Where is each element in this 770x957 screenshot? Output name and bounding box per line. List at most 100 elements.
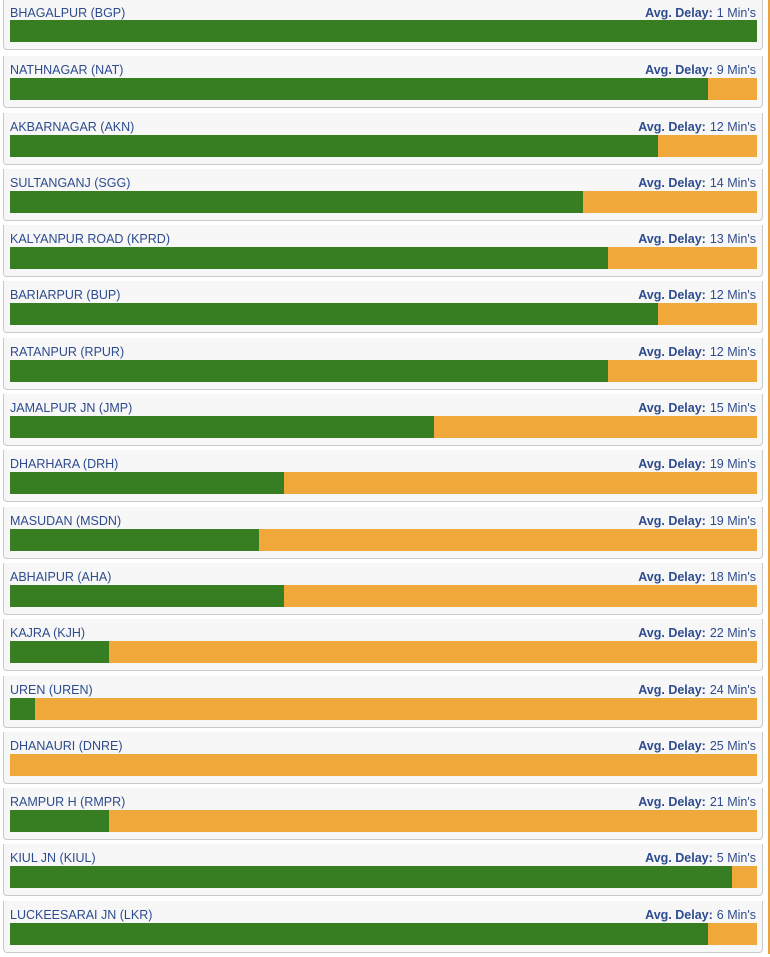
station-row: NATHNAGAR (NAT) Avg. Delay: 9 Min's (3, 56, 763, 109)
avg-delay-label: Avg. Delay: (638, 513, 706, 528)
delay-progress-bar (10, 866, 757, 889)
station-header: SULTANGANJ (SGG) Avg. Delay: 14 Min's (10, 175, 756, 191)
avg-delay: Avg. Delay: 5 Min's (645, 851, 756, 865)
avg-delay-value: 18 Min's (709, 569, 756, 584)
on-time-fill (10, 359, 608, 382)
avg-delay-value: 12 Min's (709, 119, 756, 134)
delay-progress-bar (10, 528, 757, 551)
on-time-fill (10, 190, 583, 213)
station-row: JAMALPUR JN (JMP) Avg. Delay: 15 Min's (3, 394, 763, 447)
station-header: KALYANPUR ROAD (KPRD) Avg. Delay: 13 Min… (10, 231, 756, 247)
on-time-fill (10, 584, 285, 607)
delay-progress-bar (10, 472, 757, 495)
avg-delay: Avg. Delay: 12 Min's (638, 288, 756, 302)
station-name: DHARHARA (DRH) (10, 457, 119, 472)
station-name: BHAGALPUR (BGP) (10, 6, 126, 20)
station-header: AKBARNAGAR (AKN) Avg. Delay: 12 Min's (10, 119, 756, 135)
avg-delay: Avg. Delay: 14 Min's (638, 176, 756, 190)
avg-delay-value: 6 Min's (716, 907, 756, 922)
station-name: MASUDAN (MSDN) (10, 513, 122, 528)
station-name: BARIARPUR (BUP) (10, 288, 121, 303)
station-header: RAMPUR H (RMPR) Avg. Delay: 21 Min's (10, 794, 756, 810)
station-name: RATANPUR (RPUR) (10, 344, 125, 359)
on-time-fill (10, 78, 708, 101)
avg-delay-label: Avg. Delay: (638, 232, 706, 247)
on-time-fill (10, 641, 110, 664)
avg-delay-value: 25 Min's (709, 738, 756, 753)
avg-delay-value: 12 Min's (709, 288, 756, 303)
on-time-fill (10, 472, 285, 495)
station-row: DHARHARA (DRH) Avg. Delay: 19 Min's (3, 450, 763, 503)
avg-delay: Avg. Delay: 18 Min's (638, 570, 756, 584)
delay-progress-bar (10, 20, 757, 42)
delay-progress-bar (10, 697, 757, 720)
station-header: NATHNAGAR (NAT) Avg. Delay: 9 Min's (10, 62, 756, 78)
avg-delay-label: Avg. Delay: (645, 907, 713, 922)
delay-progress-bar (10, 416, 757, 439)
station-row: BARIARPUR (BUP) Avg. Delay: 12 Min's (3, 281, 763, 334)
avg-delay: Avg. Delay: 19 Min's (638, 514, 756, 528)
avg-delay-label: Avg. Delay: (645, 6, 713, 20)
avg-delay: Avg. Delay: 1 Min's (645, 6, 756, 20)
station-row: SULTANGANJ (SGG) Avg. Delay: 14 Min's (3, 168, 763, 221)
station-header: DHARHARA (DRH) Avg. Delay: 19 Min's (10, 456, 756, 472)
avg-delay-value: 14 Min's (709, 175, 756, 190)
on-time-fill (10, 134, 658, 157)
avg-delay: Avg. Delay: 21 Min's (638, 795, 756, 809)
station-name: KAJRA (KJH) (10, 626, 86, 641)
station-header: LUCKEESARAI JN (LKR) Avg. Delay: 6 Min's (10, 907, 756, 923)
avg-delay-value: 13 Min's (709, 232, 756, 247)
on-time-fill (10, 247, 608, 270)
station-name: AKBARNAGAR (AKN) (10, 119, 135, 134)
station-row: KALYANPUR ROAD (KPRD) Avg. Delay: 13 Min… (3, 225, 763, 278)
station-name: RAMPUR H (RMPR) (10, 795, 126, 810)
delay-progress-bar (10, 810, 757, 833)
station-row: KAJRA (KJH) Avg. Delay: 22 Min's (3, 619, 763, 672)
station-row: RATANPUR (RPUR) Avg. Delay: 12 Min's (3, 337, 763, 390)
avg-delay-label: Avg. Delay: (638, 288, 706, 303)
station-header: BHAGALPUR (BGP) Avg. Delay: 1 Min's (10, 5, 756, 21)
avg-delay-label: Avg. Delay: (638, 175, 706, 190)
station-header: KIUL JN (KIUL) Avg. Delay: 5 Min's (10, 850, 756, 866)
station-header: ABHAIPUR (AHA) Avg. Delay: 18 Min's (10, 569, 756, 585)
avg-delay-label: Avg. Delay: (638, 626, 706, 641)
avg-delay-label: Avg. Delay: (638, 738, 706, 753)
station-name: KALYANPUR ROAD (KPRD) (10, 232, 170, 247)
station-row: UREN (UREN) Avg. Delay: 24 Min's (3, 675, 763, 728)
station-name: LUCKEESARAI JN (LKR) (10, 907, 153, 922)
on-time-fill (10, 697, 35, 720)
on-time-fill (10, 922, 708, 945)
avg-delay-label: Avg. Delay: (638, 569, 706, 584)
on-time-fill (10, 416, 434, 439)
station-name: UREN (UREN) (10, 682, 93, 697)
avg-delay: Avg. Delay: 9 Min's (645, 63, 756, 77)
station-row: KIUL JN (KIUL) Avg. Delay: 5 Min's (3, 844, 763, 897)
avg-delay-label: Avg. Delay: (645, 851, 713, 866)
avg-delay-value: 24 Min's (709, 682, 756, 697)
station-row: AKBARNAGAR (AKN) Avg. Delay: 12 Min's (3, 112, 763, 165)
avg-delay-label: Avg. Delay: (645, 63, 713, 78)
on-time-fill (10, 528, 260, 551)
station-name: DHANAURI (DNRE) (10, 738, 123, 753)
avg-delay-value: 5 Min's (716, 851, 756, 866)
avg-delay-value: 19 Min's (709, 457, 756, 472)
station-row: RAMPUR H (RMPR) Avg. Delay: 21 Min's (3, 788, 763, 841)
delay-progress-bar (10, 753, 757, 776)
on-time-fill (10, 20, 757, 42)
station-header: RATANPUR (RPUR) Avg. Delay: 12 Min's (10, 344, 756, 360)
delay-progress-bar (10, 584, 757, 607)
avg-delay-label: Avg. Delay: (638, 457, 706, 472)
avg-delay: Avg. Delay: 22 Min's (638, 626, 756, 640)
avg-delay-label: Avg. Delay: (638, 344, 706, 359)
station-name: JAMALPUR JN (JMP) (10, 401, 133, 416)
on-time-fill (10, 303, 658, 326)
on-time-fill (10, 810, 110, 833)
station-row: BHAGALPUR (BGP) Avg. Delay: 1 Min's (3, 0, 763, 50)
avg-delay-value: 21 Min's (709, 795, 756, 810)
on-time-fill (10, 866, 733, 889)
avg-delay: Avg. Delay: 13 Min's (638, 232, 756, 246)
avg-delay: Avg. Delay: 12 Min's (638, 345, 756, 359)
station-header: JAMALPUR JN (JMP) Avg. Delay: 15 Min's (10, 400, 756, 416)
station-header: KAJRA (KJH) Avg. Delay: 22 Min's (10, 625, 756, 641)
station-header: DHANAURI (DNRE) Avg. Delay: 25 Min's (10, 738, 756, 754)
